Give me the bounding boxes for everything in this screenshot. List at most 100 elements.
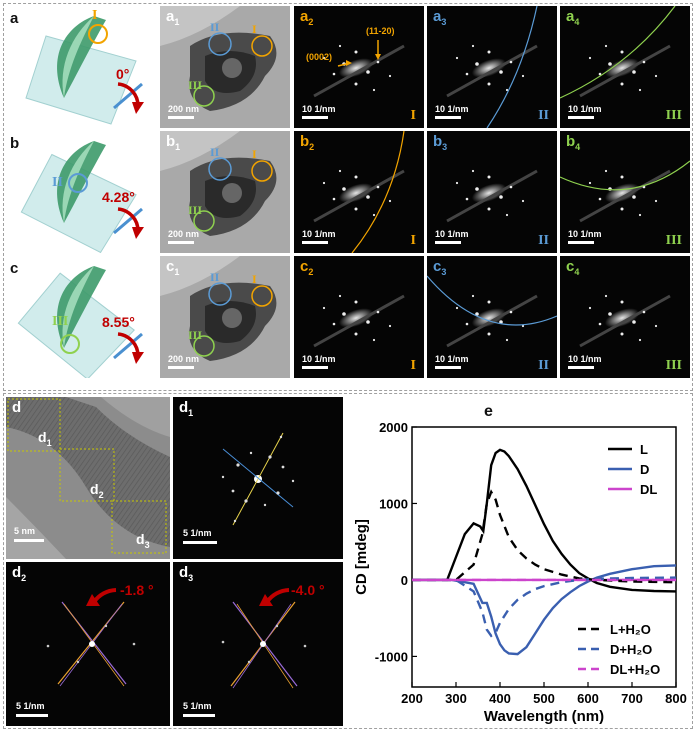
tilt-angle-a: 0° xyxy=(116,66,130,82)
tem-label-main: b xyxy=(166,133,176,150)
scale-text-d: 5 nm xyxy=(14,526,36,536)
box-label-d3: d3 xyxy=(136,531,150,550)
panel-label-d2-sub: 2 xyxy=(21,573,27,583)
box-label-d1-main: d xyxy=(38,429,47,445)
saed-label-b3: b3 xyxy=(433,133,447,152)
saed-pattern-a2 xyxy=(313,44,405,98)
tem-region-label-I: I xyxy=(252,22,257,36)
panel-label-d3: d3 xyxy=(179,564,193,583)
saed-scale-bar xyxy=(568,366,594,369)
tem-image-b1: b1 I II III 200 nm xyxy=(160,131,290,253)
tem-region-label-III: III xyxy=(188,203,203,217)
saed-label-main: b xyxy=(300,133,310,150)
saed-label-c3: c3 xyxy=(433,258,446,277)
saed-scale-bar xyxy=(302,366,328,369)
tem-label-b1: b1 xyxy=(166,133,180,152)
saed-panel-a3: a3 II 10 1/nm xyxy=(427,5,557,129)
y-tick-label: 0 xyxy=(401,573,408,588)
tem-label-sub: 1 xyxy=(174,17,180,27)
saed-region-III: III xyxy=(665,233,682,248)
saed-panel-b2: b2 I 10 1/nm xyxy=(294,130,424,254)
saed-label-main: c xyxy=(433,258,442,275)
schematic-c: c III 8.55° xyxy=(6,256,154,380)
saed-label-sub: 4 xyxy=(574,17,580,27)
top-figure-frame xyxy=(3,3,693,391)
saed-region-III: III xyxy=(665,358,682,373)
box-label-d1-sub: 1 xyxy=(46,437,52,448)
box-label-d2-sub: 2 xyxy=(98,489,104,500)
saed-scale-text: 10 1/nm xyxy=(568,354,602,364)
y-tick-label: 2000 xyxy=(379,420,408,435)
scale-bar-d2 xyxy=(16,714,48,717)
saed-pattern-a4 xyxy=(559,5,676,99)
panel-label-d: d xyxy=(12,399,22,416)
box-label-d2-main: d xyxy=(90,481,99,497)
saed-label-main: c xyxy=(566,258,575,275)
tem-region-label-III: III xyxy=(188,328,203,342)
saed-annotation-11-20: (11-20) xyxy=(366,26,395,36)
legend-label: D+H₂O xyxy=(610,642,652,657)
saed-annotation-0002: (0002) xyxy=(306,52,333,62)
saed-panel-c3: c3 II 10 1/nm xyxy=(426,256,558,378)
x-tick-label: 200 xyxy=(401,691,423,706)
legend-label: DL+H₂O xyxy=(610,662,660,677)
tem-scale-bar xyxy=(168,241,194,244)
saed-pattern-b4 xyxy=(559,160,691,223)
box-label-d3-main: d xyxy=(136,531,145,547)
tem-label-a1: a1 xyxy=(166,8,179,27)
saed-label-sub: 2 xyxy=(308,17,314,27)
box-label-d2: d2 xyxy=(90,481,104,500)
saed-region-III: III xyxy=(665,108,682,123)
saed-annotation-arrows xyxy=(337,40,381,67)
x-tick-label: 800 xyxy=(665,691,687,706)
tem-drawing-b xyxy=(160,131,290,253)
fft-d3-pattern xyxy=(221,588,307,689)
scale-text-d1: 5 1/nm xyxy=(183,528,212,538)
panel-label-b: b xyxy=(10,135,20,152)
saed-region-II: II xyxy=(538,358,549,373)
saed-label-sub: 3 xyxy=(441,17,447,27)
saed-panel-c2: c2 I 10 1/nm xyxy=(294,256,424,378)
saed-panel-b4: b4 III 10 1/nm xyxy=(559,131,691,253)
schematic-region-a: I xyxy=(92,8,98,23)
tem-region-label-III: III xyxy=(188,78,203,92)
tem-label-c1: c1 xyxy=(166,258,179,277)
y-axis-label: CD [mdeg] xyxy=(353,519,370,595)
panel-label-c: c xyxy=(10,260,19,277)
saed-scale-bar xyxy=(568,241,594,244)
tem-drawing-a xyxy=(160,6,290,128)
scale-bar-d3 xyxy=(183,714,215,717)
saed-pattern-b3 xyxy=(446,169,538,223)
saed-label-sub: 2 xyxy=(309,142,315,152)
saed-scale-bar xyxy=(302,241,328,244)
saed-label-sub: 3 xyxy=(441,267,447,277)
saed-scale-bar xyxy=(435,241,461,244)
hrtem-image xyxy=(6,397,170,559)
saed-panel-b3: b3 II 10 1/nm xyxy=(427,131,557,253)
saed-label-a3: a3 xyxy=(433,8,446,27)
saed-label-sub: 2 xyxy=(308,267,314,277)
saed-region-II: II xyxy=(538,233,549,248)
bottom-figure-frame xyxy=(3,393,693,729)
fft-panel-d1: d1 5 1/nm xyxy=(173,397,343,559)
saed-label-main: c xyxy=(300,258,309,275)
schematic-drawing-b xyxy=(20,141,144,254)
tem-region-label-II: II xyxy=(210,20,220,34)
scale-bar-d1 xyxy=(183,541,217,544)
saed-scale-text: 10 1/nm xyxy=(302,354,336,364)
saed-pattern-b2 xyxy=(313,130,405,254)
fft-d1-pattern xyxy=(221,432,295,526)
y-tick-label: -1000 xyxy=(375,649,408,664)
x-tick-label: 300 xyxy=(445,691,467,706)
saed-label-main: b xyxy=(433,133,443,150)
schematic-a: a I 0° xyxy=(6,6,154,128)
tem-scale-bar xyxy=(168,366,194,369)
tem-region-label-II: II xyxy=(210,270,220,284)
legend-label: L+H₂O xyxy=(610,622,651,637)
rotation-angle-d3: -4.0 ° xyxy=(291,582,325,598)
saed-scale-text: 10 1/nm xyxy=(435,354,469,364)
saed-scale-bar xyxy=(435,366,461,369)
panel-label-d3-sub: 3 xyxy=(188,573,194,583)
tem-drawing-c xyxy=(160,256,290,378)
panel-label-d2-main: d xyxy=(12,564,22,581)
